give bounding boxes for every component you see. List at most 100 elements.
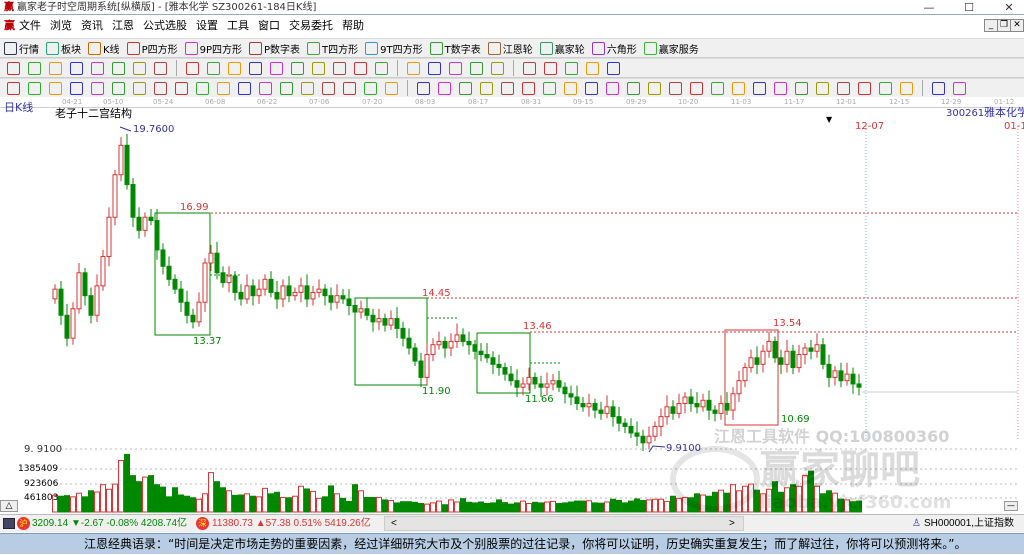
angle-e-icon[interactable]	[879, 81, 892, 95]
lines-icon[interactable]	[175, 81, 188, 95]
toolbar-button[interactable]: 9T四方形	[365, 41, 423, 56]
minimize-button[interactable]: —	[923, 1, 935, 14]
fib-b-icon[interactable]	[70, 81, 83, 95]
crosshair-icon[interactable]	[428, 61, 441, 75]
cycle-circle-icon[interactable]	[154, 81, 167, 95]
angle-b-icon[interactable]	[795, 81, 808, 95]
grid-icon[interactable]	[3, 518, 15, 529]
n2-icon[interactable]	[196, 81, 209, 95]
gold-circle-icon[interactable]	[690, 81, 703, 95]
hand-icon[interactable]	[407, 61, 420, 75]
index-name[interactable]: SH000001,上证指数	[924, 518, 1015, 529]
calculator-icon[interactable]	[544, 61, 557, 75]
note-icon[interactable]	[49, 61, 62, 75]
toolbar-button[interactable]: P数字表	[249, 41, 300, 56]
angle-icon[interactable]	[217, 81, 230, 95]
split-icon[interactable]	[385, 81, 398, 95]
cursor-dropdown-icon[interactable]	[112, 61, 125, 75]
first-icon[interactable]	[186, 61, 199, 75]
arrow-icon[interactable]	[732, 81, 745, 95]
toolbar-button[interactable]: P四方形	[126, 41, 178, 56]
toolbar-button[interactable]: 江恩轮	[487, 41, 533, 56]
shrink-icon[interactable]	[375, 61, 388, 75]
angle-f-icon[interactable]	[900, 81, 913, 95]
menu-item[interactable]: 设置	[196, 19, 218, 32]
save-icon[interactable]	[586, 61, 599, 75]
toolbar-button[interactable]: 9P四方形	[184, 41, 242, 56]
next-icon[interactable]	[249, 61, 262, 75]
grid-b-icon[interactable]	[364, 81, 377, 95]
zoom-out-icon[interactable]	[291, 61, 304, 75]
pattern-icon[interactable]	[459, 81, 472, 95]
cycle-icon[interactable]	[28, 61, 41, 75]
percent-icon[interactable]	[648, 81, 661, 95]
horizontal-scrollbar[interactable]: < >	[384, 516, 744, 531]
gold-line-icon[interactable]	[711, 81, 724, 95]
channel-icon[interactable]	[301, 81, 314, 95]
tree-icon[interactable]	[470, 61, 483, 75]
box-icon[interactable]	[280, 81, 293, 95]
prev-icon[interactable]	[228, 61, 241, 75]
fib-a-icon[interactable]	[49, 81, 62, 95]
chart-b-icon[interactable]	[491, 61, 504, 75]
speed-b-icon[interactable]	[774, 81, 787, 95]
print-icon[interactable]	[607, 61, 620, 75]
fan-icon[interactable]	[438, 81, 451, 95]
brush-icon[interactable]	[133, 81, 146, 95]
menu-item[interactable]: 窗口	[258, 19, 280, 32]
target-icon[interactable]	[238, 81, 251, 95]
menu-item[interactable]: 浏览	[50, 19, 72, 32]
angle-d-icon[interactable]	[858, 81, 871, 95]
percent-a-icon[interactable]	[627, 81, 640, 95]
infinity-icon[interactable]	[953, 81, 966, 95]
menu-item[interactable]: 帮助	[342, 19, 364, 32]
wave-icon[interactable]	[585, 81, 598, 95]
fib-c-icon[interactable]	[91, 81, 104, 95]
menu-item[interactable]: 公式选股	[143, 19, 187, 32]
kline-chart[interactable]: 日K线 老子十二宫结构 ▼ 300261 雅本化学 12-07 01-1 19.…	[0, 102, 1024, 513]
toolbar-button[interactable]: T四方形	[307, 41, 358, 56]
parallel-icon[interactable]	[28, 81, 41, 95]
report-icon[interactable]	[565, 61, 578, 75]
zigzag-icon[interactable]	[522, 81, 535, 95]
scroll-left-button[interactable]: <	[391, 518, 397, 529]
volume-pane-minimize-button[interactable]: —	[1004, 501, 1018, 511]
toolbar-button[interactable]: K线	[88, 41, 120, 56]
menu-item[interactable]: 交易委托	[289, 19, 333, 32]
volume-toggle-button[interactable]: △	[0, 500, 18, 512]
menu-item[interactable]: 资讯	[81, 19, 103, 32]
speed-a-icon[interactable]	[753, 81, 766, 95]
period-dropdown-icon[interactable]	[7, 61, 20, 75]
left-right-icon[interactable]	[312, 61, 325, 75]
menu-item[interactable]: 江恩	[112, 19, 134, 32]
toolbar-button[interactable]: 赢家轮	[539, 41, 585, 56]
pen-icon[interactable]	[7, 81, 20, 95]
flag-icon[interactable]	[154, 61, 167, 75]
toolbar-button[interactable]: 板块	[46, 41, 81, 56]
rect-icon[interactable]	[417, 81, 430, 95]
mdi-minimize-button[interactable]: _	[984, 19, 998, 32]
maximize-button[interactable]: ☐	[964, 1, 974, 14]
ratio-icon[interactable]	[669, 81, 682, 95]
gann-a-icon[interactable]	[322, 81, 335, 95]
expand-icon[interactable]	[333, 61, 346, 75]
mdi-close-button[interactable]: ✕	[1010, 19, 1024, 32]
ray-icon[interactable]	[501, 81, 514, 95]
gann-b-icon[interactable]	[343, 81, 356, 95]
zoom-in-icon[interactable]	[270, 61, 283, 75]
indicator-a-icon[interactable]	[70, 61, 83, 75]
yinyang-icon[interactable]	[932, 81, 945, 95]
toolbar-button[interactable]: 赢家服务	[643, 41, 699, 56]
line-icon[interactable]	[449, 61, 462, 75]
menu-item[interactable]: 工具	[227, 19, 249, 32]
menu-item[interactable]: 文件	[19, 19, 41, 32]
angle-c-icon[interactable]	[837, 81, 850, 95]
last-icon[interactable]	[207, 61, 220, 75]
square-fan-icon[interactable]	[480, 81, 493, 95]
compress-icon[interactable]	[354, 61, 367, 75]
dropdown-arrow-icon[interactable]: ▼	[826, 115, 833, 124]
toolbar-button[interactable]: 六角形	[591, 41, 637, 56]
table-b-icon[interactable]	[564, 81, 577, 95]
table-a-icon[interactable]	[543, 81, 556, 95]
toolbar-button[interactable]: T数字表	[429, 41, 481, 56]
